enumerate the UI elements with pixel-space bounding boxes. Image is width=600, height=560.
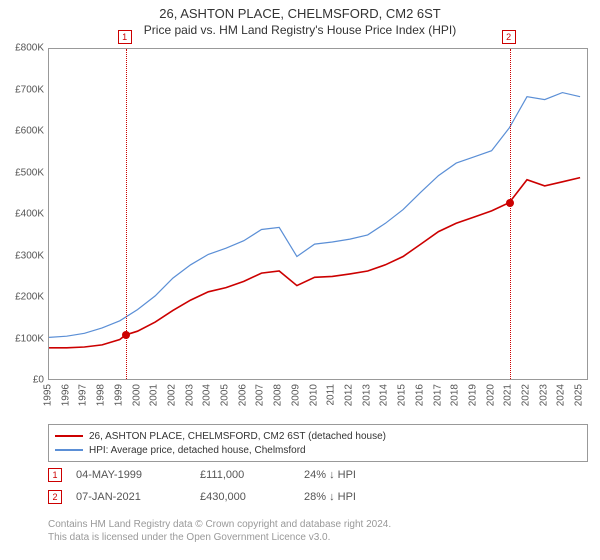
x-tick-label: 2025 — [574, 384, 585, 406]
sale-delta: 28% ↓ HPI — [304, 491, 356, 503]
x-tick-label: 2020 — [485, 384, 496, 406]
sale-row-index: 2 — [48, 490, 62, 504]
sale-vline — [510, 49, 511, 379]
legend-label: 26, ASHTON PLACE, CHELMSFORD, CM2 6ST (d… — [89, 431, 386, 442]
series-line — [49, 93, 580, 338]
x-tick-label: 1996 — [60, 384, 71, 406]
x-tick-label: 1999 — [113, 384, 124, 406]
sale-marker-box: 2 — [502, 30, 516, 44]
y-tick-label: £400K — [0, 209, 44, 220]
chart-svg — [49, 49, 589, 381]
x-tick-label: 2017 — [432, 384, 443, 406]
x-tick-label: 2002 — [166, 384, 177, 406]
sale-date: 07-JAN-2021 — [76, 491, 186, 503]
sale-row: 2 07-JAN-2021 £430,000 28% ↓ HPI — [48, 490, 588, 504]
x-tick-label: 1995 — [43, 384, 54, 406]
x-tick-label: 2013 — [361, 384, 372, 406]
x-tick-label: 2011 — [326, 384, 337, 406]
sale-marker-box: 1 — [118, 30, 132, 44]
series-line — [49, 178, 580, 348]
x-tick-label: 2019 — [467, 384, 478, 406]
chart-container: 26, ASHTON PLACE, CHELMSFORD, CM2 6ST Pr… — [0, 0, 600, 560]
footer-line1: Contains HM Land Registry data © Crown c… — [48, 518, 588, 531]
plot-area — [48, 48, 588, 380]
x-tick-label: 2024 — [556, 384, 567, 406]
legend-swatch — [55, 435, 83, 437]
sale-row: 1 04-MAY-1999 £111,000 24% ↓ HPI — [48, 468, 588, 482]
legend-row: 26, ASHTON PLACE, CHELMSFORD, CM2 6ST (d… — [55, 429, 581, 443]
y-tick-label: £700K — [0, 84, 44, 95]
x-tick-label: 2000 — [131, 384, 142, 406]
sale-dot — [122, 331, 130, 339]
legend: 26, ASHTON PLACE, CHELMSFORD, CM2 6ST (d… — [48, 424, 588, 462]
footer: Contains HM Land Registry data © Crown c… — [48, 518, 588, 544]
x-tick-label: 2001 — [149, 384, 160, 406]
sale-price: £111,000 — [200, 469, 290, 481]
y-tick-label: £800K — [0, 43, 44, 54]
x-tick-label: 2008 — [273, 384, 284, 406]
sale-price: £430,000 — [200, 491, 290, 503]
y-tick-label: £200K — [0, 292, 44, 303]
x-tick-label: 2009 — [290, 384, 301, 406]
sale-delta: 24% ↓ HPI — [304, 469, 356, 481]
x-tick-label: 2022 — [521, 384, 532, 406]
x-tick-label: 2018 — [450, 384, 461, 406]
x-tick-label: 2012 — [343, 384, 354, 406]
legend-label: HPI: Average price, detached house, Chel… — [89, 445, 306, 456]
chart-title: 26, ASHTON PLACE, CHELMSFORD, CM2 6ST — [0, 0, 600, 21]
footer-line2: This data is licensed under the Open Gov… — [48, 531, 588, 544]
x-tick-label: 2021 — [503, 384, 514, 406]
x-tick-label: 2014 — [379, 384, 390, 406]
x-tick-label: 2010 — [308, 384, 319, 406]
sale-vline — [126, 49, 127, 379]
x-tick-label: 2016 — [414, 384, 425, 406]
y-tick-label: £600K — [0, 126, 44, 137]
x-tick-label: 2023 — [538, 384, 549, 406]
y-tick-label: £300K — [0, 250, 44, 261]
y-tick-label: £500K — [0, 167, 44, 178]
x-tick-label: 2005 — [220, 384, 231, 406]
sale-dot — [506, 199, 514, 207]
x-tick-label: 2015 — [397, 384, 408, 406]
sale-date: 04-MAY-1999 — [76, 469, 186, 481]
x-tick-label: 2007 — [255, 384, 266, 406]
y-tick-label: £0 — [0, 375, 44, 386]
x-tick-label: 2003 — [184, 384, 195, 406]
legend-swatch — [55, 449, 83, 451]
x-tick-label: 2004 — [202, 384, 213, 406]
y-tick-label: £100K — [0, 333, 44, 344]
legend-row: HPI: Average price, detached house, Chel… — [55, 443, 581, 457]
sale-row-index: 1 — [48, 468, 62, 482]
x-tick-label: 2006 — [237, 384, 248, 406]
x-tick-label: 1997 — [78, 384, 89, 406]
x-tick-label: 1998 — [96, 384, 107, 406]
